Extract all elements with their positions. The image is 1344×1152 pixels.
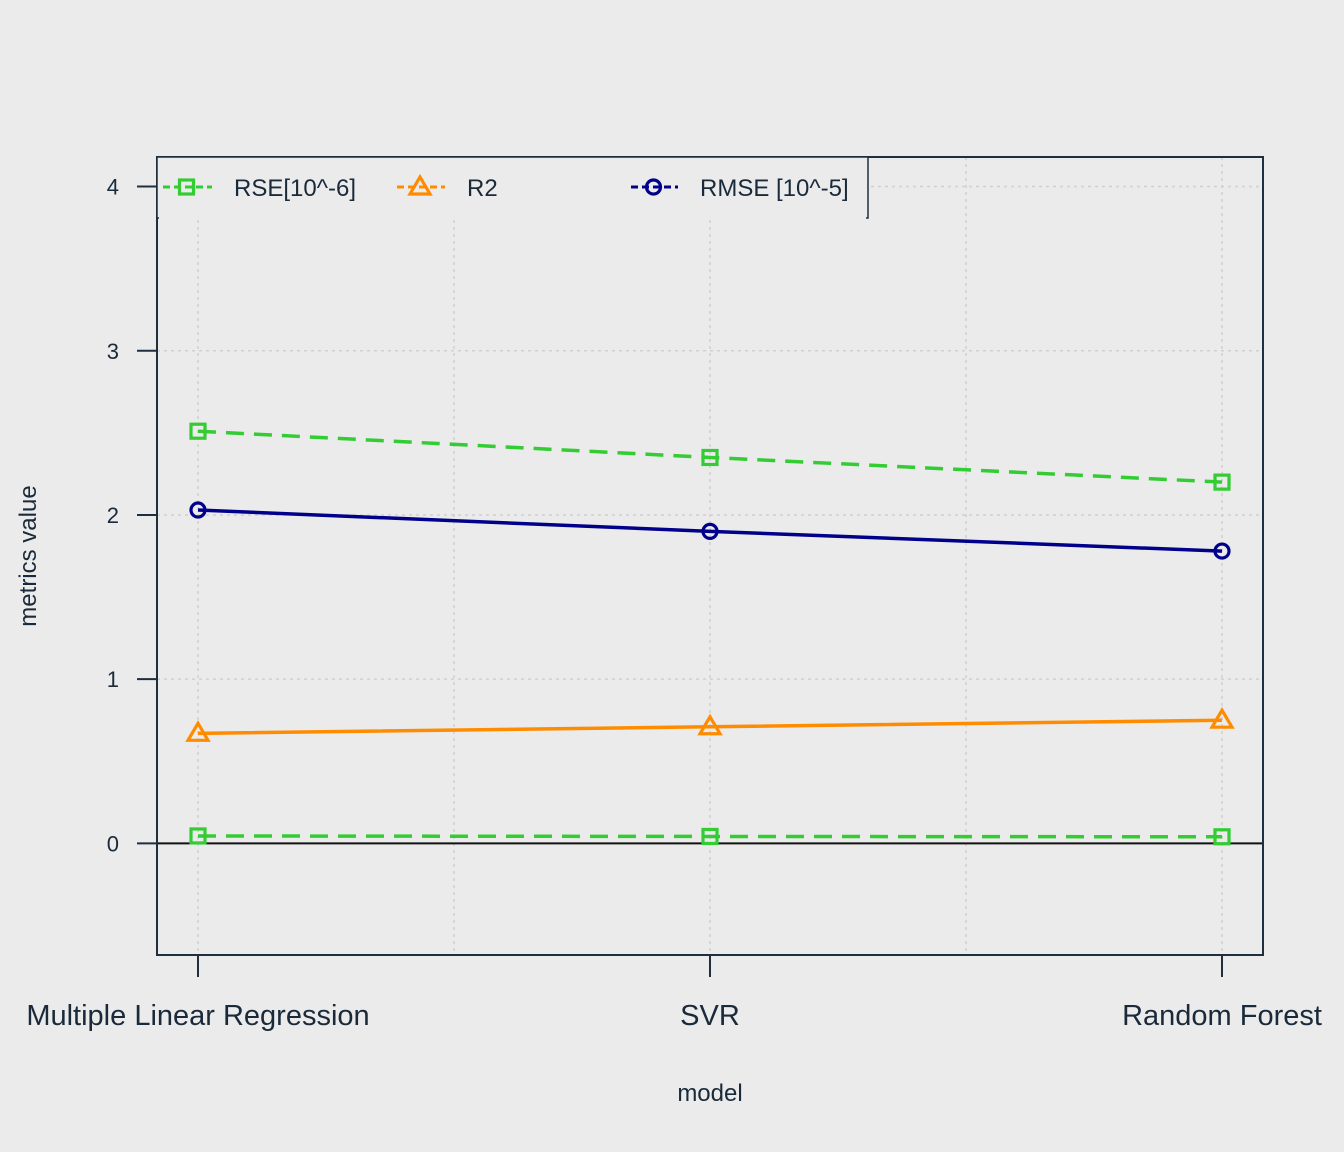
legend-label: RSE[10^-6]: [234, 175, 356, 202]
circle-marker: [701, 522, 719, 540]
series: [189, 422, 1231, 491]
series: [189, 501, 1231, 560]
series: [189, 827, 1231, 846]
triangle-marker: [697, 713, 723, 736]
triangle-marker: [1209, 707, 1235, 729]
legend-label: RMSE [10^-5]: [700, 175, 849, 202]
triangle-marker: [185, 720, 211, 742]
legend-label: R2: [467, 175, 498, 202]
series-line: [197, 718, 1223, 736]
series-layer: [185, 422, 1235, 846]
square-marker: [701, 448, 719, 467]
series-line: [197, 429, 1223, 484]
y-tick-label: 2: [107, 503, 119, 528]
square-marker: [177, 178, 196, 196]
square-marker: [189, 422, 207, 440]
x-tick-label: SVR: [680, 1000, 740, 1032]
y-axis: 0 1 2 3 4: [107, 175, 157, 856]
x-tick-label: Multiple Linear Regression: [26, 1000, 369, 1032]
triangle-marker: [407, 173, 433, 196]
series-line: [197, 834, 1223, 839]
y-tick-label: 3: [107, 339, 119, 364]
series-line: [197, 508, 1223, 553]
x-axis: Multiple Linear Regression SVR Random Fore…: [26, 955, 1322, 1032]
y-axis-label: metrics value: [15, 485, 42, 626]
series: [185, 707, 1235, 742]
square-marker: [701, 827, 719, 846]
y-tick-label: 0: [107, 831, 119, 856]
x-axis-label: model: [677, 1080, 742, 1107]
legend-box: [156, 156, 869, 219]
square-marker: [1213, 828, 1231, 846]
circle-marker: [189, 501, 207, 519]
circle-marker: [1213, 542, 1231, 560]
y-tick-label: 4: [107, 175, 119, 200]
y-tick-label: 1: [107, 667, 119, 692]
circle-marker: [644, 178, 663, 196]
x-tick-label: Random Forest: [1122, 1000, 1322, 1032]
square-marker: [1213, 473, 1231, 491]
legend: RSE[10^-6] R2 RMSE [10^-5]: [156, 156, 869, 220]
square-marker: [189, 827, 207, 845]
